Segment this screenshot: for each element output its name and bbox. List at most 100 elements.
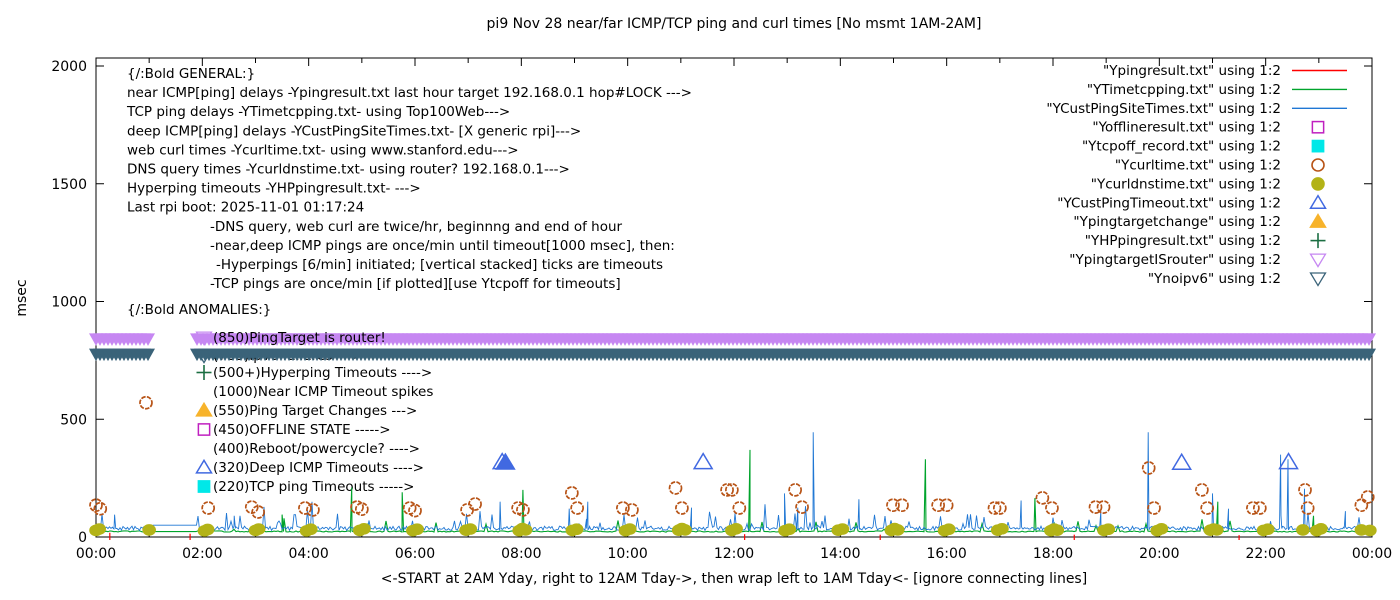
y-tick-label: 2000	[51, 59, 87, 75]
square-icon	[197, 480, 211, 493]
curl-time-circle	[616, 501, 630, 515]
anomaly-label: (400)Reboot/powercycle? ---->	[213, 441, 420, 457]
dns-time-dot	[1314, 522, 1328, 535]
dns-time-dot	[463, 523, 478, 535]
curl-time-circle	[1354, 498, 1369, 513]
curl-time-circle	[720, 483, 734, 497]
legend-label: "YpingtargetISrouter" using 1:2	[1069, 252, 1281, 268]
band-triangle	[1362, 348, 1377, 362]
triangle-up-icon	[195, 458, 213, 474]
band-ypingtargetisrouter	[89, 333, 1377, 346]
triangle-up-icon	[195, 401, 213, 417]
dns-time-dot	[622, 523, 637, 535]
square-icon	[197, 423, 211, 436]
general-notes: {/:Bold GENERAL:} near ICMP[ping] delays …	[126, 66, 692, 292]
x-tick-label: 08:00	[501, 546, 541, 562]
curl-time-circle	[1096, 500, 1111, 514]
general-note-line: near ICMP[ping] delays -Ypingresult.txt …	[127, 85, 692, 101]
legend-label: "YHPpingresult.txt" using 1:2	[1085, 233, 1281, 249]
dns-time-dot	[1050, 524, 1065, 536]
dns-time-dot	[941, 523, 956, 536]
triangle-down-icon	[195, 349, 213, 364]
dns-time-dot	[92, 523, 106, 535]
curl-time-circle	[468, 497, 482, 511]
dns-time-dot	[729, 522, 743, 535]
legend-label: "Ytcpoff_record.txt" using 1:2	[1082, 139, 1281, 155]
x-axis-label: <-START at 2AM Yday, right to 12AM Tday-…	[380, 571, 1088, 587]
y-tick-label: 1000	[51, 295, 87, 311]
dns-time-dot	[1363, 524, 1377, 537]
legend-label: "Ynoipv6" using 1:2	[1148, 271, 1281, 287]
anomaly-label: (500+)Hyperping Timeouts ---->	[213, 365, 432, 381]
dns-time-dot	[251, 523, 266, 535]
general-note-line: DNS query times -Ycurldnstime.txt- using…	[127, 162, 570, 178]
curl-time-circle	[725, 483, 739, 497]
chart-title: pi9 Nov 28 near/far ICMP/TCP ping and cu…	[486, 16, 982, 32]
curl-time-circle	[1360, 490, 1375, 504]
general-note-line: Last rpi boot: 2025-11-01 01:17:24	[127, 200, 364, 216]
deep-timeout-triangle	[1171, 452, 1192, 471]
curl-time-circle	[1141, 461, 1156, 475]
deep-timeout-triangle	[495, 452, 516, 470]
curl-time-circle	[201, 501, 216, 515]
curl-time-circle	[992, 501, 1007, 515]
curl-time-circle	[89, 498, 103, 513]
legend-triangle-up-icon	[1309, 194, 1327, 209]
curl-time-circle	[1035, 491, 1050, 505]
curl-time-circle	[244, 500, 259, 514]
curl-time-circle	[306, 503, 320, 517]
curl-time-circle	[931, 498, 946, 513]
anomalies-over-band: (850)PingTarget is router!	[195, 330, 386, 364]
x-tick-label: 06:00	[395, 546, 435, 562]
x-tick-label: 16:00	[926, 546, 966, 562]
curl-time-circle	[895, 498, 909, 513]
x-tick-label: 04:00	[288, 546, 328, 562]
deep-timeout-triangle	[692, 452, 714, 470]
legend-label: "Ypingresult.txt" using 1:2	[1103, 63, 1281, 79]
legend: "Ypingresult.txt" using 1:2 "YTimetcpping…	[1046, 63, 1347, 287]
y-axis-label: msec	[14, 279, 30, 317]
legend-square-icon	[1311, 120, 1325, 134]
dns-time-dot	[1260, 523, 1275, 536]
scatter-dns-times	[89, 522, 1377, 537]
curl-time-circle	[139, 395, 153, 410]
anomaly-label: (850)PingTarget is router!	[213, 330, 386, 346]
dns-time-dot	[1101, 523, 1116, 536]
y-tick-label: 500	[60, 412, 87, 428]
curl-time-circle	[939, 498, 954, 513]
curl-time-circle	[625, 503, 639, 517]
dns-time-dot	[1209, 524, 1224, 536]
general-note-line: -DNS query, web curl are twice/hr, begin…	[210, 219, 623, 235]
y-tick-label: 0	[78, 530, 87, 546]
curl-time-circle	[354, 502, 369, 517]
general-note-line: TCP ping delays -YTimetcpping.txt- using…	[126, 104, 510, 120]
curl-time-circle	[298, 501, 312, 515]
curl-time-circle	[886, 498, 900, 513]
legend-triangle-down-icon	[1309, 272, 1327, 287]
curl-time-circle	[675, 501, 689, 515]
series-near-icmp-red	[109, 532, 1240, 540]
dns-time-dot	[569, 523, 584, 536]
anomaly-label: (1000)Near ICMP Timeout spikes	[213, 384, 433, 400]
curl-time-circle	[795, 500, 809, 514]
band-triangle	[1362, 333, 1377, 346]
dns-time-dot	[1296, 524, 1310, 536]
curl-time-circle	[1252, 501, 1267, 515]
dns-time-dot	[782, 523, 797, 536]
curl-time-circle	[251, 505, 266, 519]
anomaly-label: (450)OFFLINE STATE ----->	[213, 422, 391, 438]
curl-time-circle	[1195, 483, 1209, 497]
anomaly-label: (320)Deep ICMP Timeouts ---->	[213, 460, 424, 476]
x-tick-label: 20:00	[1139, 546, 1179, 562]
anomalies-heading: {/:Bold ANOMALIES:}	[127, 302, 271, 318]
x-tick-label: 00:00	[76, 546, 116, 562]
legend-square-icon	[1311, 139, 1325, 153]
x-tick-label: 02:00	[182, 546, 222, 562]
legend-label: "YCustPingTimeout.txt" using 1:2	[1057, 195, 1281, 211]
curl-time-circle	[1147, 501, 1161, 515]
dns-time-dot	[410, 523, 424, 536]
band-triangle	[141, 348, 155, 362]
general-note-line: deep ICMP[ping] delays -YCustPingSiteTim…	[127, 123, 581, 139]
general-note-line: -Hyperpings [6/min] initiated; [vertical…	[216, 257, 663, 273]
anomaly-label: (220)TCP ping Timeouts ----->	[213, 479, 415, 495]
